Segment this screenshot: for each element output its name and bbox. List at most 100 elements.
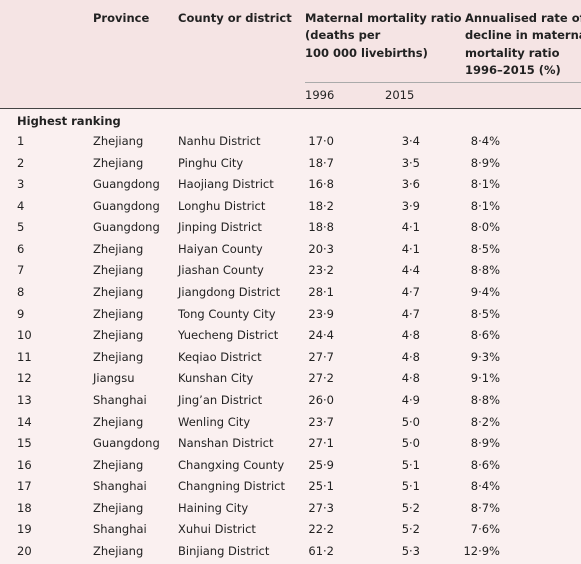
table-cell: 26·0	[308, 392, 334, 407]
table-cell: Zhejiang	[93, 263, 144, 278]
table-cell: 23·9	[308, 306, 334, 321]
table-cell: 8·5%	[470, 241, 500, 256]
table-cell: 11	[17, 349, 32, 364]
table-cell: 17	[17, 479, 32, 494]
table-cell: 8·9%	[470, 436, 500, 451]
table-cell: Shanghai	[93, 479, 147, 494]
table-cell: 18	[17, 500, 32, 515]
subcolumn-header: 1996	[305, 88, 335, 102]
table-cell: 4·7	[401, 306, 420, 321]
table-cell: 5·2	[401, 522, 420, 537]
table-cell: Changxing County	[178, 457, 285, 472]
column-header: decline in maternal	[465, 28, 581, 43]
table-cell: 22·2	[308, 522, 334, 537]
table-cell: 4·8	[401, 328, 420, 343]
table-cell: 23·2	[308, 263, 334, 278]
table-cell: Zhejiang	[93, 241, 144, 256]
table-cell: Zhejiang	[93, 134, 144, 148]
section-title: Highest ranking	[17, 114, 121, 128]
column-header: Province	[93, 11, 150, 25]
table-cell: 8·2%	[470, 414, 500, 429]
table-cell: 20·3	[308, 241, 334, 256]
table-cell: Zhejiang	[93, 544, 144, 559]
table-cell: 5	[17, 220, 25, 235]
table-cell: 13	[17, 392, 32, 407]
header-rule	[0, 108, 581, 109]
table-cell: 8·8%	[470, 263, 500, 278]
table-cell: 18·7	[308, 155, 334, 170]
table-cell: 19	[17, 522, 32, 537]
table-cell: Jing’an District	[178, 392, 263, 407]
header-band	[0, 0, 581, 108]
table-cell: 8·4%	[470, 134, 500, 148]
table-cell: 16·8	[308, 177, 334, 192]
table-cell: 3·5	[401, 155, 420, 170]
table-cell: Zhejiang	[93, 349, 144, 364]
table-cell: 8	[17, 285, 25, 300]
table-cell: 8·1%	[470, 177, 500, 192]
table-cell: 5·1	[401, 457, 420, 472]
table-cell: Longhu District	[178, 198, 266, 213]
table-cell: 23·7	[308, 414, 334, 429]
table-cell: Nanshan District	[178, 436, 274, 451]
table-cell: 61·2	[308, 544, 334, 559]
table-cell: Zhejiang	[93, 285, 144, 300]
column-header: County or district	[178, 11, 292, 25]
table-cell: 4·8	[401, 371, 420, 386]
table-cell: Kunshan City	[178, 371, 254, 386]
table-cell: 25·1	[308, 479, 334, 494]
table-cell: Haining City	[178, 500, 249, 515]
table-cell: 8·5%	[470, 306, 500, 321]
table-cell: 27·7	[308, 349, 334, 364]
table-cell: 18·8	[308, 220, 334, 235]
table-cell: 18·2	[308, 198, 334, 213]
table-cell: 12·9%	[463, 544, 500, 559]
table-cell: Guangdong	[93, 177, 160, 192]
table-cell: 5·3	[401, 544, 420, 559]
table-cell: Zhejiang	[93, 155, 144, 170]
table-cell: 10	[17, 328, 32, 343]
table-cell: 27·1	[308, 436, 334, 451]
table-cell: 3·6	[401, 177, 420, 192]
table-cell: Jinping District	[178, 220, 262, 235]
table-cell: 3·4	[401, 134, 420, 148]
table-cell: 4·8	[401, 349, 420, 364]
table-cell: 4·1	[401, 220, 420, 235]
table-cell: 8·7%	[470, 500, 500, 515]
table-cell: Shanghai	[93, 522, 147, 537]
table-cell: 4·4	[401, 263, 420, 278]
table-cell: Guangdong	[93, 436, 160, 451]
table-cell: 28·1	[308, 285, 334, 300]
column-header: Annualised rate of	[465, 11, 581, 25]
table-cell: Zhejiang	[93, 414, 144, 429]
table-cell: 8·4%	[470, 479, 500, 494]
column-header: mortality ratio	[465, 45, 560, 60]
table-cell: Tong County City	[178, 306, 276, 321]
table-cell: Haojiang District	[178, 177, 274, 192]
table-cell: 8·8%	[470, 392, 500, 407]
table-cell: 27·3	[308, 500, 334, 515]
subheader-rule	[305, 82, 581, 83]
table-cell: 1	[17, 134, 25, 148]
table-cell: 16	[17, 457, 32, 472]
column-header: (deaths per	[305, 28, 381, 43]
table-cell: 8·9%	[470, 155, 500, 170]
table-cell: 5·0	[401, 414, 420, 429]
table-cell: Yuecheng District	[178, 328, 279, 343]
table-cell: 17·0	[308, 134, 334, 148]
table-cell: 12	[17, 371, 32, 386]
table-cell: 3·9	[401, 198, 420, 213]
table-cell: Keqiao District	[178, 349, 262, 364]
table-cell: 4·1	[401, 241, 420, 256]
table-cell: 8·0%	[470, 220, 500, 235]
table-cell: 9·3%	[470, 349, 500, 364]
table-cell: 14	[17, 414, 32, 429]
table-cell: 3	[17, 177, 25, 192]
table-cell: 8·6%	[470, 457, 500, 472]
table-cell: 25·9	[308, 457, 334, 472]
table-cell: Binjiang District	[178, 544, 270, 559]
column-header: 1996–2015 (%)	[465, 62, 561, 77]
table-cell: 2	[17, 155, 25, 170]
table-cell: 9·4%	[470, 285, 500, 300]
table-cell: Guangdong	[93, 198, 160, 213]
